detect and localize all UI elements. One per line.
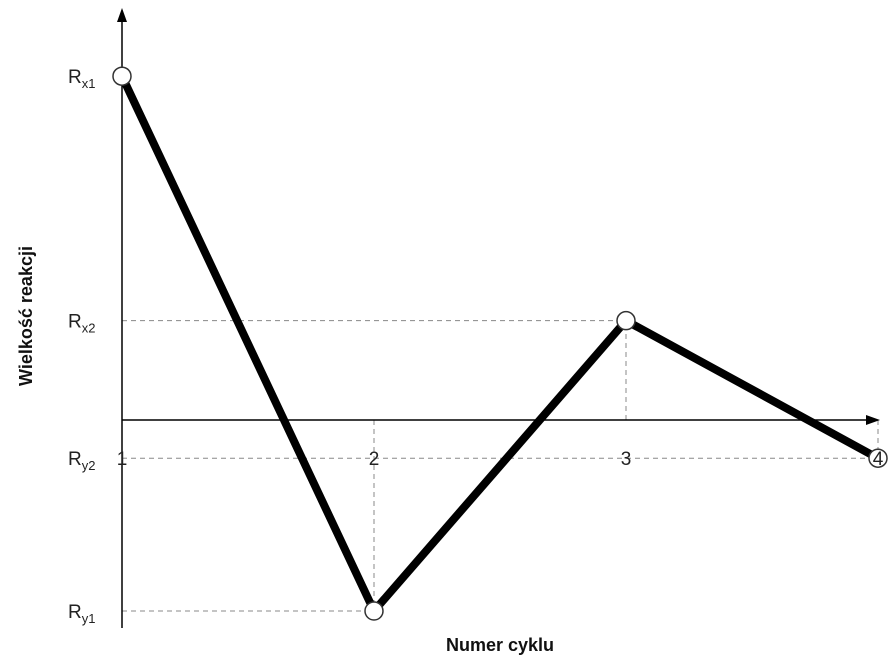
x-axis-title: Numer cyklu xyxy=(446,635,554,655)
y-level-subscript: x2 xyxy=(82,321,96,336)
data-point xyxy=(364,601,384,621)
y-level-label: Rx1 xyxy=(68,67,95,91)
y-level-label: Ry2 xyxy=(68,449,95,473)
y-axis-title: Wielkość reakcji xyxy=(16,246,36,386)
series-line xyxy=(118,74,880,619)
x-tick-label: 1 xyxy=(117,449,128,470)
y-level-subscript: x1 xyxy=(82,76,96,91)
y-level-subscript: y2 xyxy=(82,458,96,473)
data-point xyxy=(112,66,132,86)
x-tick-label: 2 xyxy=(369,449,380,470)
x-tick-label: 4 xyxy=(873,449,884,470)
axes xyxy=(117,8,880,628)
y-axis-arrow xyxy=(117,8,127,22)
data-point xyxy=(616,310,636,331)
y-level-subscript: y1 xyxy=(82,611,96,626)
x-tick-label: 3 xyxy=(621,449,632,470)
data-point xyxy=(868,448,888,468)
labels: 1 2 3 4 Rx1 Rx2 Ry2 Ry1 xyxy=(68,67,884,626)
y-level-label: Rx2 xyxy=(68,312,95,336)
y-level-label: Ry1 xyxy=(68,602,95,626)
x-axis-arrow xyxy=(866,415,880,425)
dashed-guides xyxy=(121,76,879,612)
series xyxy=(118,74,880,619)
points xyxy=(112,66,888,621)
